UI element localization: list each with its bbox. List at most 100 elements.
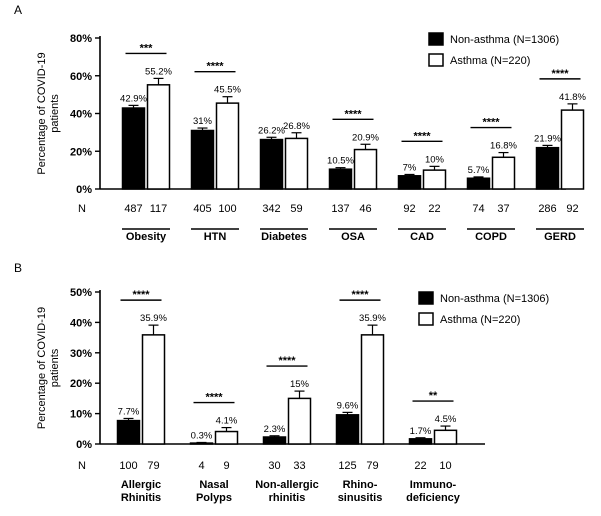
n-value: 22	[428, 203, 440, 215]
bar-non-asthma	[335, 414, 360, 445]
category-label: sinusitis	[338, 492, 383, 504]
n-row-label: N	[78, 460, 86, 472]
bar-non-asthma	[328, 168, 353, 190]
data-label: 7%	[403, 162, 417, 173]
n-value: 286	[538, 203, 556, 215]
n-value: 117	[150, 203, 168, 215]
category-label: CAD	[410, 231, 434, 243]
significance-marker: ***	[140, 42, 154, 54]
n-value: 92	[403, 203, 415, 215]
data-label: 21.9%	[534, 133, 561, 144]
data-label: 20.9%	[352, 132, 379, 143]
bar-non-asthma	[466, 177, 491, 190]
n-value: 9	[223, 460, 229, 472]
bar-non-asthma	[259, 138, 284, 190]
y-axis-label: Percentage of COVID-19patients	[36, 307, 61, 429]
bar-asthma	[215, 102, 240, 190]
y-tick-label: 50%	[70, 287, 92, 299]
data-label: 35.9%	[359, 313, 386, 324]
y-tick-label: 10%	[70, 409, 92, 421]
y-axis-label: Percentage of COVID-19patients	[36, 52, 61, 174]
data-label: 45.5%	[214, 85, 241, 96]
bar-non-asthma	[189, 442, 214, 445]
data-label: 0.3%	[191, 430, 213, 441]
data-label: 10.5%	[327, 156, 354, 167]
data-label: 31%	[193, 116, 213, 127]
data-label: 9.6%	[337, 400, 359, 411]
significance-marker: ****	[551, 68, 569, 80]
data-label: 4.1%	[216, 416, 238, 427]
n-value: 46	[359, 203, 371, 215]
bar-non-asthma	[262, 436, 287, 445]
significance-marker: ****	[482, 117, 500, 129]
n-value: 342	[262, 203, 280, 215]
category-label: HTN	[204, 231, 227, 243]
bar-non-asthma	[408, 438, 433, 445]
category-label: COPD	[475, 231, 507, 243]
data-label: 5.7%	[468, 165, 490, 176]
category-label: OSA	[341, 231, 365, 243]
n-value: 4	[198, 460, 204, 472]
category-label: GERD	[544, 231, 576, 243]
category-label: Immuno-	[410, 479, 457, 491]
n-value: 137	[331, 203, 349, 215]
bar-asthma	[141, 334, 166, 445]
significance-marker: ****	[413, 130, 431, 142]
bar-non-asthma	[190, 129, 215, 190]
bar-asthma	[287, 397, 312, 445]
n-value: 22	[414, 460, 426, 472]
category-label: Diabetes	[261, 231, 307, 243]
legend-swatch-non-asthma	[418, 291, 434, 305]
bar-asthma	[360, 334, 385, 445]
n-value: 30	[268, 460, 280, 472]
category-label: Allergic	[121, 479, 161, 491]
data-label: 10%	[425, 154, 445, 165]
data-label: 16.8%	[490, 141, 517, 152]
bar-asthma	[214, 430, 239, 445]
panel-letter: B	[14, 261, 22, 275]
bar-asthma	[491, 156, 516, 190]
data-label: 2.3%	[264, 424, 286, 435]
significance-marker: ****	[278, 355, 296, 367]
category-label: rhinitis	[269, 492, 306, 504]
y-tick-label: 0%	[76, 439, 92, 451]
bar-non-asthma	[397, 175, 422, 190]
n-value: 125	[338, 460, 356, 472]
data-label: 1.7%	[410, 426, 432, 437]
n-value: 92	[566, 203, 578, 215]
category-label: Nasal	[199, 479, 228, 491]
y-tick-label: 0%	[76, 184, 92, 196]
n-value: 405	[193, 203, 211, 215]
n-value: 79	[147, 460, 159, 472]
category-label: Rhinitis	[121, 492, 161, 504]
legend-swatch-asthma	[428, 53, 444, 67]
y-tick-label: 60%	[70, 71, 92, 83]
data-label: 7.7%	[118, 406, 140, 417]
data-label: 35.9%	[140, 313, 167, 324]
y-tick-label: 80%	[70, 33, 92, 45]
panel-letter: A	[14, 3, 22, 17]
y-tick-label: 20%	[70, 146, 92, 158]
n-value: 33	[293, 460, 305, 472]
bar-non-asthma	[535, 146, 560, 190]
legend-label: Non-asthma (N=1306)	[450, 34, 559, 46]
bar-asthma	[422, 169, 447, 190]
y-tick-label: 40%	[70, 109, 92, 121]
legend-swatch-non-asthma	[428, 32, 444, 46]
legend-swatch-asthma	[418, 312, 434, 326]
legend-label: Asthma (N=220)	[440, 314, 520, 326]
category-label: Non-allergic	[255, 479, 319, 491]
n-value: 100	[218, 203, 236, 215]
bar-asthma	[146, 84, 171, 190]
n-row-label: N	[78, 203, 86, 215]
data-label: 4.5%	[435, 414, 457, 425]
n-value: 10	[439, 460, 451, 472]
category-label: Rhino-	[343, 479, 378, 491]
y-tick-label: 30%	[70, 348, 92, 360]
data-label: 55.2%	[145, 66, 172, 77]
bar-asthma	[560, 109, 585, 190]
bar-asthma	[353, 148, 378, 190]
legend-label: Non-asthma (N=1306)	[440, 293, 549, 305]
significance-marker: ****	[344, 108, 362, 120]
significance-marker: ****	[132, 289, 150, 301]
